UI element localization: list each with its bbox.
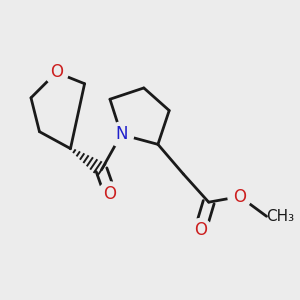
Circle shape bbox=[45, 61, 68, 84]
Text: O: O bbox=[103, 185, 116, 203]
Text: N: N bbox=[115, 125, 128, 143]
Text: CH₃: CH₃ bbox=[266, 209, 295, 224]
Text: O: O bbox=[233, 188, 246, 206]
Text: O: O bbox=[194, 221, 207, 239]
Circle shape bbox=[228, 185, 251, 208]
Circle shape bbox=[109, 122, 134, 147]
Circle shape bbox=[98, 182, 122, 206]
Circle shape bbox=[188, 219, 212, 242]
Text: O: O bbox=[50, 63, 63, 81]
